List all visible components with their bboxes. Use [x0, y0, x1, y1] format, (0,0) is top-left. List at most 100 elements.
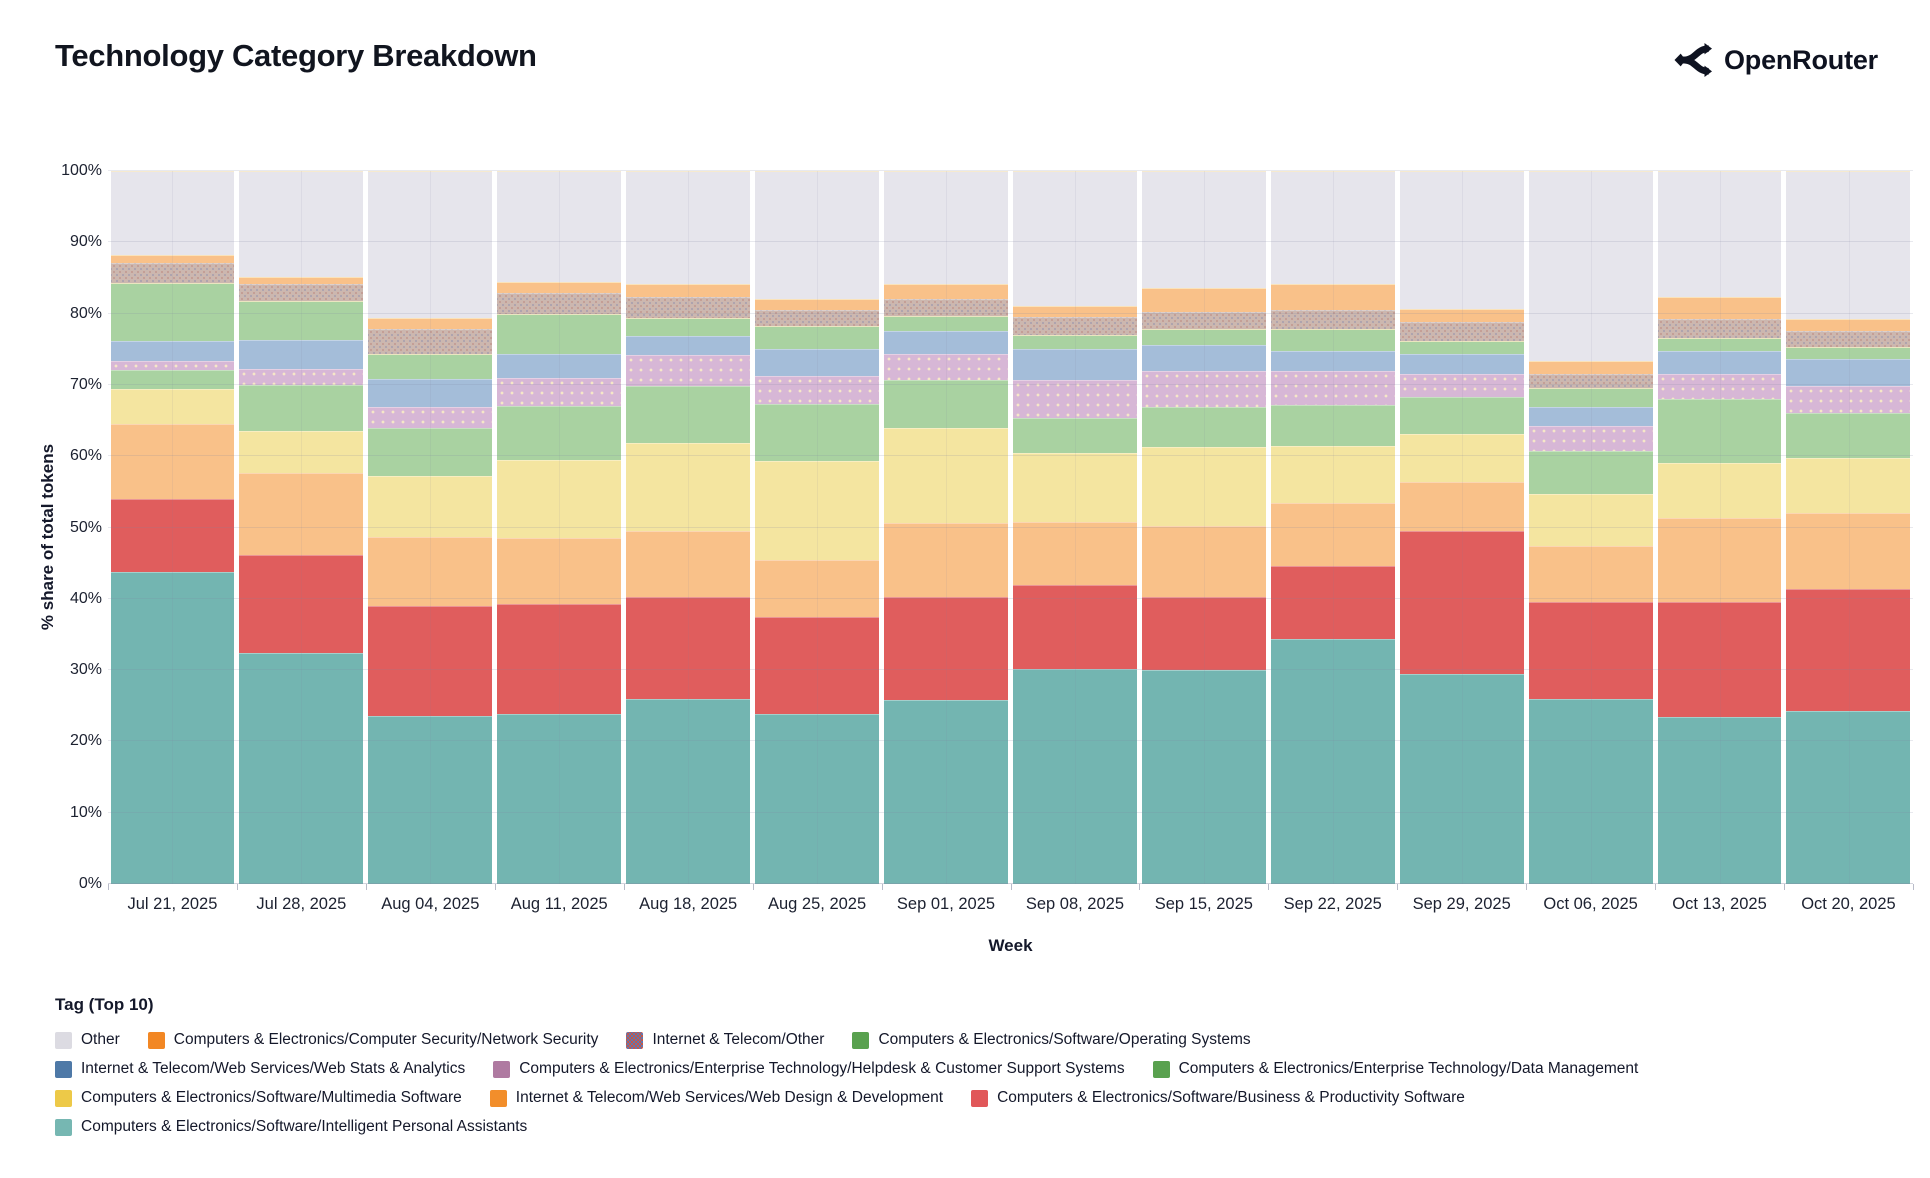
segment-datamgmt[interactable] [110, 369, 235, 390]
segment-webdesign[interactable] [884, 522, 1008, 598]
segment-datamgmt[interactable] [1528, 450, 1653, 495]
segment-ipa[interactable] [1786, 710, 1911, 884]
segment-webstats[interactable] [1528, 407, 1653, 427]
segment-ipa[interactable] [239, 653, 364, 884]
segment-helpdesk[interactable] [368, 407, 493, 429]
segment-webstats[interactable] [368, 378, 493, 408]
segment-netsec[interactable] [755, 298, 880, 311]
segment-bizprod[interactable] [1786, 588, 1911, 711]
segment-os[interactable] [1012, 335, 1137, 349]
segment-webstats[interactable] [497, 353, 622, 378]
segment-itother[interactable] [497, 292, 622, 314]
legend-item[interactable]: Computers & Electronics/Enterprise Techn… [493, 1060, 1125, 1078]
segment-os[interactable] [1786, 347, 1911, 360]
segment-netsec[interactable] [497, 281, 622, 293]
segment-os[interactable] [1141, 328, 1266, 346]
segment-bizprod[interactable] [755, 616, 880, 714]
segment-itother[interactable] [1012, 316, 1137, 336]
segment-multimedia[interactable] [1657, 463, 1782, 518]
segment-webdesign[interactable] [1399, 481, 1524, 532]
segment-helpdesk[interactable] [1141, 371, 1266, 408]
segment-datamgmt[interactable] [1270, 404, 1395, 446]
segment-bizprod[interactable] [1270, 566, 1395, 639]
segment-helpdesk[interactable] [1270, 371, 1395, 405]
segment-webstats[interactable] [626, 336, 751, 355]
segment-other[interactable] [1270, 171, 1395, 284]
segment-netsec[interactable] [884, 284, 1008, 299]
segment-itother[interactable] [368, 329, 493, 354]
segment-other[interactable] [1528, 171, 1653, 362]
segment-datamgmt[interactable] [1399, 397, 1524, 435]
segment-itother[interactable] [1270, 310, 1395, 330]
segment-webdesign[interactable] [239, 472, 364, 555]
legend-item[interactable]: Other [55, 1031, 120, 1049]
segment-other[interactable] [497, 171, 622, 282]
legend-item[interactable]: Computers & Electronics/Software/Multime… [55, 1089, 462, 1107]
segment-netsec[interactable] [1399, 309, 1524, 323]
segment-multimedia[interactable] [1270, 445, 1395, 503]
segment-multimedia[interactable] [497, 459, 622, 539]
segment-webstats[interactable] [1786, 359, 1911, 386]
segment-ipa[interactable] [626, 698, 751, 884]
segment-ipa[interactable] [1270, 638, 1395, 884]
segment-itother[interactable] [1786, 330, 1911, 348]
segment-itother[interactable] [1528, 374, 1653, 388]
segment-datamgmt[interactable] [1141, 407, 1266, 447]
segment-multimedia[interactable] [110, 389, 235, 425]
segment-netsec[interactable] [626, 284, 751, 297]
segment-webdesign[interactable] [1012, 521, 1137, 586]
segment-helpdesk[interactable] [1786, 385, 1911, 414]
segment-os[interactable] [1399, 341, 1524, 354]
segment-multimedia[interactable] [1786, 457, 1911, 513]
segment-webstats[interactable] [884, 331, 1008, 354]
legend-item[interactable]: Computers & Electronics/Enterprise Techn… [1152, 1060, 1638, 1078]
segment-itother[interactable] [110, 263, 235, 283]
legend-item[interactable]: Internet & Telecom/Web Services/Web Stat… [55, 1060, 465, 1078]
segment-netsec[interactable] [110, 255, 235, 264]
segment-os[interactable] [755, 325, 880, 350]
segment-ipa[interactable] [1657, 717, 1782, 884]
segment-bizprod[interactable] [368, 605, 493, 716]
segment-bizprod[interactable] [1657, 602, 1782, 718]
segment-other[interactable] [239, 171, 364, 277]
segment-webdesign[interactable] [110, 424, 235, 499]
segment-other[interactable] [1399, 171, 1524, 310]
segment-webdesign[interactable] [1141, 526, 1266, 598]
legend-item[interactable]: Computers & Electronics/Software/Intelli… [55, 1118, 527, 1136]
segment-other[interactable] [110, 171, 235, 256]
segment-webstats[interactable] [1141, 345, 1266, 372]
segment-multimedia[interactable] [239, 430, 364, 473]
legend-item[interactable]: Internet & Telecom/Web Services/Web Desi… [489, 1089, 943, 1107]
segment-other[interactable] [755, 171, 880, 299]
segment-netsec[interactable] [1657, 297, 1782, 320]
segment-other[interactable] [626, 171, 751, 285]
segment-os[interactable] [884, 316, 1008, 332]
segment-other[interactable] [1012, 171, 1137, 306]
segment-datamgmt[interactable] [239, 384, 364, 431]
segment-datamgmt[interactable] [1786, 413, 1911, 458]
segment-bizprod[interactable] [497, 603, 622, 714]
segment-bizprod[interactable] [1012, 585, 1137, 670]
segment-other[interactable] [1786, 171, 1911, 320]
segment-bizprod[interactable] [239, 554, 364, 653]
segment-itother[interactable] [884, 298, 1008, 317]
segment-bizprod[interactable] [110, 498, 235, 573]
segment-os[interactable] [110, 282, 235, 341]
segment-webdesign[interactable] [497, 538, 622, 604]
segment-other[interactable] [1657, 171, 1782, 298]
segment-helpdesk[interactable] [1528, 426, 1653, 451]
segment-itother[interactable] [1141, 311, 1266, 329]
segment-itother[interactable] [755, 310, 880, 326]
segment-ipa[interactable] [884, 700, 1008, 884]
segment-bizprod[interactable] [1528, 602, 1653, 699]
segment-webdesign[interactable] [1270, 502, 1395, 567]
segment-webstats[interactable] [1399, 353, 1524, 375]
segment-bizprod[interactable] [884, 597, 1008, 701]
segment-netsec[interactable] [1270, 283, 1395, 311]
segment-helpdesk[interactable] [1657, 374, 1782, 400]
segment-datamgmt[interactable] [884, 379, 1008, 428]
segment-helpdesk[interactable] [1399, 374, 1524, 398]
segment-helpdesk[interactable] [110, 360, 235, 370]
segment-multimedia[interactable] [1012, 452, 1137, 522]
segment-datamgmt[interactable] [755, 404, 880, 462]
